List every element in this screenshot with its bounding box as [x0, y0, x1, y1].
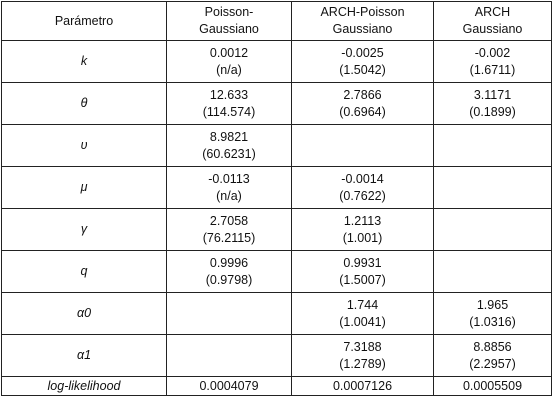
cell-arch-poisson-gaussiano: 1.744 (1.0041): [291, 292, 434, 335]
cell-poisson-gaussiano: 12.633 (114.574): [166, 82, 292, 125]
header-arch-poisson-gaussiano: ARCH-Poisson Gaussiano: [291, 1, 434, 41]
estimate-value: 8.8856: [473, 339, 512, 354]
cell-poisson-gaussiano: -0.0113 (n/a): [166, 166, 292, 209]
table-row: α0 1.744 (1.0041) 1.965 (1.0316): [1, 292, 552, 335]
cell-arch-poisson-gaussiano: 2.7866 (0.6964): [291, 82, 434, 125]
table-row: α1 7.3188 (1.2789) 8.8856 (2.2957): [1, 334, 552, 377]
standard-error-value: (1.2789): [339, 356, 386, 371]
estimate-value: 2.7058: [209, 213, 249, 228]
parameter-name: γ: [1, 208, 167, 251]
standard-error-value: (60.6231): [202, 146, 256, 161]
cell-arch-gaussiano: [433, 208, 552, 251]
estimate-value: -0.0025: [341, 45, 384, 60]
cell-arch-poisson-gaussiano: 7.3188 (1.2789): [291, 334, 434, 377]
cell-arch-gaussiano: -0.002 (1.6711): [433, 40, 552, 83]
cell-arch-gaussiano: [433, 166, 552, 209]
cell-poisson-gaussiano: 0.9996 (0.9798): [166, 250, 292, 293]
table-row: k 0.0012 (n/a) -0.0025 (1.5042) -0.002 (1.6711…: [1, 40, 552, 83]
estimate-value: 1.2113: [343, 213, 382, 228]
cell-arch-poisson-gaussiano: -0.0025 (1.5042): [291, 40, 434, 83]
cell-arch-gaussiano: 3.1171 (0.1899): [433, 82, 552, 125]
parameter-name: α0: [1, 292, 167, 335]
estimate-value: 7.3188: [343, 339, 382, 354]
estimate-value: 1.965: [476, 297, 509, 312]
parameter-name: υ: [1, 124, 167, 167]
standard-error-value: (n/a): [216, 62, 242, 77]
parameter-name: log-likelihood: [1, 376, 167, 396]
parameter-name: α1: [1, 334, 167, 377]
estimate-value: 0.9931: [343, 255, 382, 270]
table-row: γ 2.7058 (76.2115) 1.2113 (1.001): [1, 208, 552, 251]
cell-arch-poisson-gaussiano: -0.0014 (0.7622): [291, 166, 434, 209]
table-row: θ 12.633 (114.574) 2.7866 (0.6964) 3.1171 (0.1…: [1, 82, 552, 125]
standard-error-value: (2.2957): [469, 356, 516, 371]
cell-arch-poisson-gaussiano: 0.9931 (1.5007): [291, 250, 434, 293]
standard-error-value: (1.5042): [339, 62, 386, 77]
parameter-name: q: [1, 250, 167, 293]
cell-arch-gaussiano: 8.8856 (2.2957): [433, 334, 552, 377]
table-row: μ -0.0113 (n/a) -0.0014 (0.7622): [1, 166, 552, 209]
standard-error-value: (1.5007): [339, 272, 386, 287]
parameters-table: Parámetro Poisson- Gaussiano ARCH-Poisso…: [1, 1, 552, 396]
estimate-value: 1.744: [346, 297, 379, 312]
cell-poisson-gaussiano: [166, 334, 292, 377]
estimate-value: -0.002: [474, 45, 511, 60]
header-arch-gaussiano: ARCH Gaussiano: [433, 1, 552, 41]
standard-error-value: (0.1899): [469, 104, 516, 119]
estimate-value: 2.7866: [343, 87, 382, 102]
cell-arch-gaussiano: [433, 124, 552, 167]
estimate-value: 12.633: [209, 87, 249, 102]
estimate-value: 3.1171: [473, 87, 512, 102]
standard-error-value: (1.0041): [339, 314, 386, 329]
cell-arch-poisson-gaussiano: [291, 124, 434, 167]
table-row: υ 8.9821 (60.6231): [1, 124, 552, 167]
standard-error-value: (0.6964): [339, 104, 386, 119]
cell-arch-poisson-gaussiano: 1.2113 (1.001): [291, 208, 434, 251]
cell-arch-gaussiano: 1.965 (1.0316): [433, 292, 552, 335]
standard-error-value: (1.0316): [469, 314, 516, 329]
estimate-value: -0.0113: [208, 171, 250, 186]
standard-error-value: (1.001): [342, 230, 383, 245]
standard-error-value: (0.7622): [339, 188, 386, 203]
header-parameter: Parámetro: [1, 1, 167, 41]
log-likelihood-poisson-gaussiano: 0.0004079: [166, 376, 292, 396]
standard-error-value: (1.6711): [469, 62, 516, 77]
cell-poisson-gaussiano: 2.7058 (76.2115): [166, 208, 292, 251]
estimate-value: 0.9996: [209, 255, 249, 270]
estimate-value: 8.9821: [209, 129, 249, 144]
estimate-value: 0.0012: [209, 45, 249, 60]
estimate-value: -0.0014: [341, 171, 384, 186]
table-row: q 0.9996 (0.9798) 0.9931 (1.5007): [1, 250, 552, 293]
parameter-name: μ: [1, 166, 167, 209]
header-poisson-gaussiano: Poisson- Gaussiano: [166, 1, 292, 41]
cell-poisson-gaussiano: [166, 292, 292, 335]
log-likelihood-arch-gaussiano: 0.0005509: [433, 376, 552, 396]
standard-error-value: (76.2115): [202, 230, 256, 245]
cell-poisson-gaussiano: 8.9821 (60.6231): [166, 124, 292, 167]
cell-arch-gaussiano: [433, 250, 552, 293]
parameter-name: θ: [1, 82, 167, 125]
log-likelihood-arch-poisson-gaussiano: 0.0007126: [291, 376, 434, 396]
cell-poisson-gaussiano: 0.0012 (n/a): [166, 40, 292, 83]
parameter-name: k: [1, 40, 167, 83]
log-likelihood-row: log-likelihood 0.0004079 0.0007126 0.000550…: [1, 376, 552, 396]
standard-error-value: (114.574): [202, 104, 256, 119]
standard-error-value: (0.9798): [205, 272, 253, 287]
header-row: Parámetro Poisson- Gaussiano ARCH-Poisso…: [1, 1, 552, 41]
standard-error-value: (n/a): [216, 188, 242, 203]
